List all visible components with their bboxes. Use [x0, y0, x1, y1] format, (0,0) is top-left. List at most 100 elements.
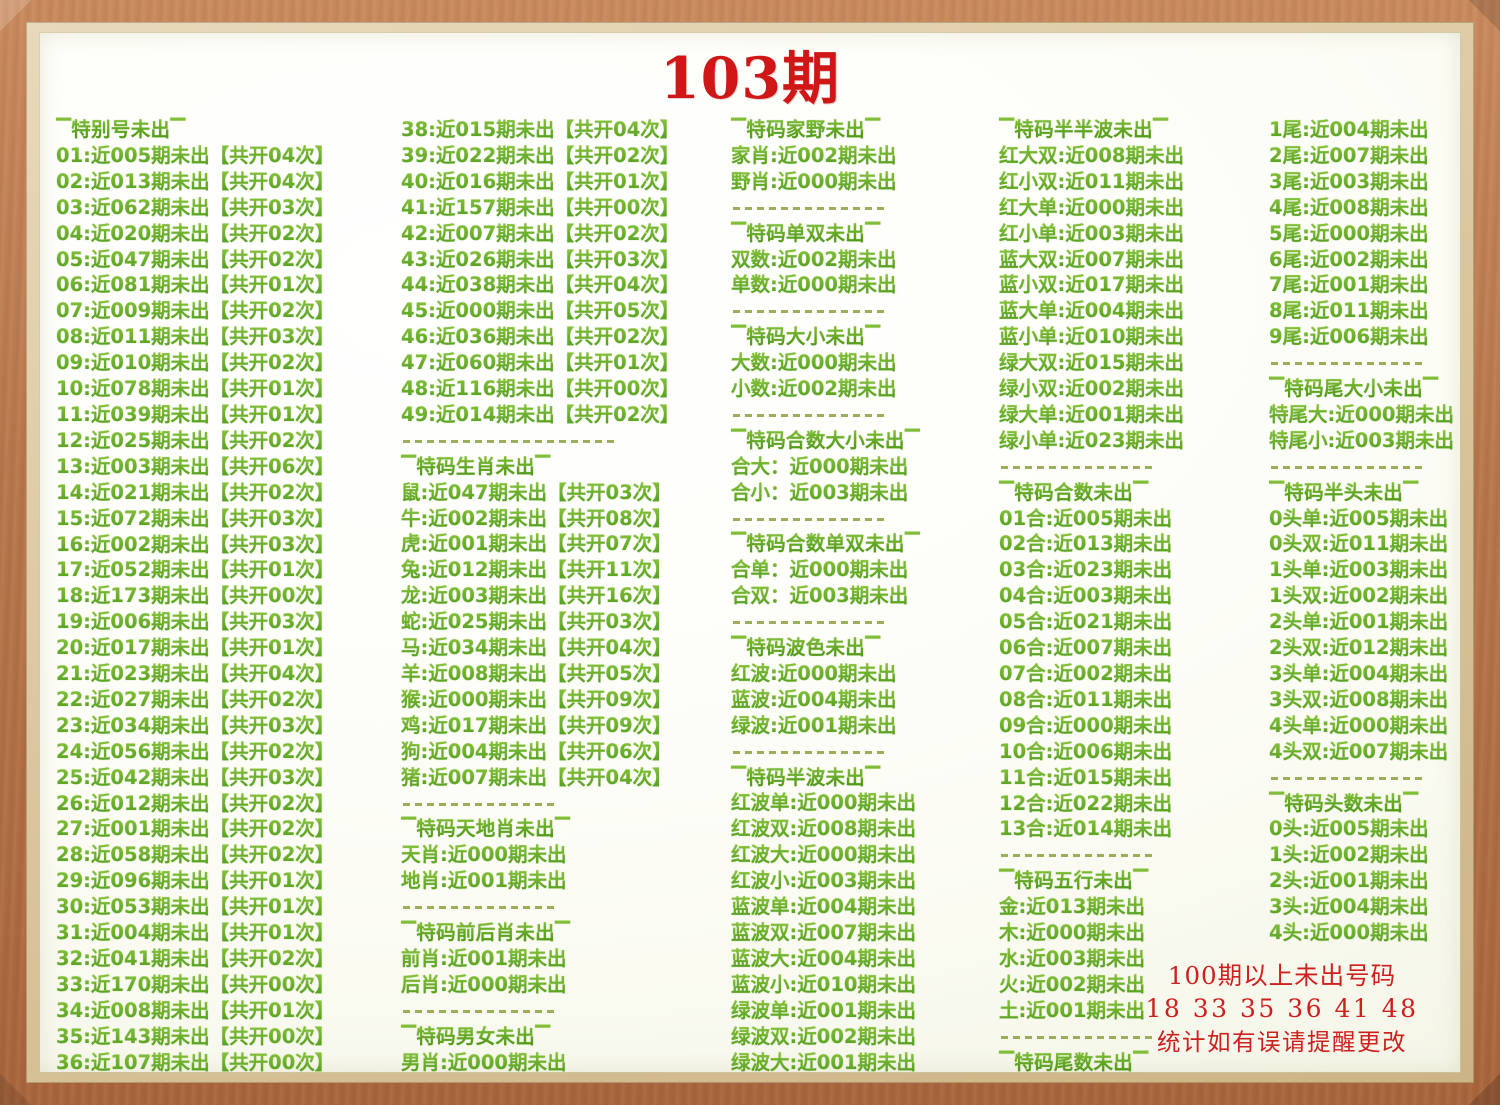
list-item: 绿大单:近001期未出: [999, 402, 1269, 428]
list-item: 红小单:近003期未出: [999, 221, 1269, 247]
list-item: 4头单:近000期未出: [1269, 713, 1460, 739]
list-item: 5尾:近000期未出: [1269, 221, 1460, 247]
list-item: 猴:近000期未出【共开09次】: [401, 687, 731, 713]
list-item: 绿波:近001期未出: [731, 713, 999, 739]
section-header-nannv: ▔特码男女未出▔: [401, 1024, 731, 1050]
list-item: 羊:近008期未出【共开05次】: [401, 661, 731, 687]
list-item: 1头单:近003期未出: [1269, 557, 1460, 583]
list-item: 44:近038期未出【共开04次】: [401, 272, 731, 298]
divider: [1269, 765, 1460, 791]
list-item: 3头:近004期未出: [1269, 894, 1460, 920]
divider: [999, 842, 1269, 868]
footer-line-1: 100期以上未出号码: [1167, 961, 1397, 990]
list-item: 0头:近005期未出: [1269, 816, 1460, 842]
list-item: 38:近015期未出【共开04次】: [401, 117, 731, 143]
list-item: 6尾:近002期未出: [1269, 247, 1460, 273]
list-item: 09合:近000期未出: [999, 713, 1269, 739]
list-item: 13合:近014期未出: [999, 816, 1269, 842]
list-item: 男肖:近000期未出: [401, 1050, 731, 1072]
list-item: 02合:近013期未出: [999, 531, 1269, 557]
list-item: 小数:近002期未出: [731, 376, 999, 402]
section-header-bose: ▔特码波色未出▔: [731, 635, 999, 661]
list-item: 大数:近000期未出: [731, 350, 999, 376]
list-item: 2头单:近001期未出: [1269, 609, 1460, 635]
list-item: 03合:近023期未出: [999, 557, 1269, 583]
list-item: 牛:近002期未出【共开08次】: [401, 506, 731, 532]
list-item: 14:近021期未出【共开02次】: [56, 480, 401, 506]
list-item: 15:近072期未出【共开03次】: [56, 506, 401, 532]
list-item: 特尾小:近003期未出: [1269, 428, 1460, 454]
section-header-wei-daxiao: ▔特码尾大小未出▔: [1269, 376, 1460, 402]
list-item: 17:近052期未出【共开01次】: [56, 557, 401, 583]
list-item: 36:近107期未出【共开00次】: [56, 1050, 401, 1072]
list-item: 双数:近002期未出: [731, 247, 999, 273]
list-item: 20:近017期未出【共开01次】: [56, 635, 401, 661]
tail-list-continued: 1尾:近004期未出 2尾:近007期未出 3尾:近003期未出 4尾:近008…: [1269, 117, 1460, 350]
divider: [731, 195, 999, 221]
divider: [999, 1024, 1269, 1050]
list-item: 04:近020期未出【共开02次】: [56, 221, 401, 247]
list-item: 红大单:近000期未出: [999, 195, 1269, 221]
list-item: 43:近026期未出【共开03次】: [401, 247, 731, 273]
divider: [401, 998, 731, 1024]
list-item: 13:近003期未出【共开06次】: [56, 454, 401, 480]
list-item: 蓝大单:近004期未出: [999, 298, 1269, 324]
footer-numbers: 18 33 35 36 41 48: [1145, 994, 1419, 1023]
divider: [401, 894, 731, 920]
list-item: 红大双:近008期未出: [999, 143, 1269, 169]
divider: [1269, 350, 1460, 376]
section-header-jiaye: ▔特码家野未出▔: [731, 117, 999, 143]
list-item: 11:近039期未出【共开01次】: [56, 402, 401, 428]
section-header-tiandi: ▔特码天地肖未出▔: [401, 816, 731, 842]
list-item: 2头:近001期未出: [1269, 868, 1460, 894]
list-item: 28:近058期未出【共开02次】: [56, 842, 401, 868]
list-item: 31:近004期未出【共开01次】: [56, 920, 401, 946]
list-item: 08合:近011期未出: [999, 687, 1269, 713]
list-item: 地肖:近001期未出: [401, 868, 731, 894]
list-item: 绿小单:近023期未出: [999, 428, 1269, 454]
list-item: 天肖:近000期未出: [401, 842, 731, 868]
list-item: 金:近013期未出: [999, 894, 1269, 920]
list-item: 绿大双:近015期未出: [999, 350, 1269, 376]
section-header-danshuang: ▔特码单双未出▔: [731, 221, 999, 247]
list-item: 46:近036期未出【共开02次】: [401, 324, 731, 350]
list-item: 12:近025期未出【共开02次】: [56, 428, 401, 454]
section-header-special: ▔特别号未出▔: [56, 117, 401, 143]
list-item: 49:近014期未出【共开02次】: [401, 402, 731, 428]
column-special-numbers: ▔特别号未出▔ 01:近005期未出【共开04次】 02:近013期未出【共开0…: [56, 117, 401, 1072]
list-item: 合小：近003期未出: [731, 480, 999, 506]
divider: [401, 791, 731, 817]
list-item: 水:近003期未出: [999, 946, 1269, 972]
list-item: 41:近157期未出【共开00次】: [401, 195, 731, 221]
list-item: 0头双:近011期未出: [1269, 531, 1460, 557]
list-item: 34:近008期未出【共开01次】: [56, 998, 401, 1024]
section-header-banbo: ▔特码半波未出▔: [731, 765, 999, 791]
list-item: 绿波单:近001期未出: [731, 998, 999, 1024]
list-item: 01:近005期未出【共开04次】: [56, 143, 401, 169]
list-item: 3头双:近008期未出: [1269, 687, 1460, 713]
section-header-daxiao: ▔特码大小未出▔: [731, 324, 999, 350]
list-item: 25:近042期未出【共开03次】: [56, 765, 401, 791]
list-item: 蓝小单:近010期未出: [999, 324, 1269, 350]
list-item: 3头单:近004期未出: [1269, 661, 1460, 687]
list-item: 1尾:近004期未出: [1269, 117, 1460, 143]
paper-sheet: 103期 ▔特别号未出▔ 01:近005期未出【共开04次】 02:近013期未…: [40, 33, 1460, 1072]
section-header-qianhou: ▔特码前后肖未出▔: [401, 920, 731, 946]
list-item: 狗:近004期未出【共开06次】: [401, 739, 731, 765]
list-item: 鼠:近047期未出【共开03次】: [401, 480, 731, 506]
list-item: 兔:近012期未出【共开11次】: [401, 557, 731, 583]
column-tails-heads: 1尾:近004期未出 2尾:近007期未出 3尾:近003期未出 4尾:近008…: [1269, 117, 1460, 946]
list-item: 16:近002期未出【共开03次】: [56, 532, 401, 558]
list-item: 蓝波大:近004期未出: [731, 946, 999, 972]
special-number-list: 01:近005期未出【共开04次】 02:近013期未出【共开04次】 03:近…: [56, 143, 401, 1072]
list-item: 29:近096期未出【共开01次】: [56, 868, 401, 894]
list-item: 47:近060期未出【共开01次】: [401, 350, 731, 376]
list-item: 蛇:近025期未出【共开03次】: [401, 609, 731, 635]
section-header-banbanbo: ▔特码半半波未出▔: [999, 117, 1269, 143]
list-item: 7尾:近001期未出: [1269, 272, 1460, 298]
list-item: 红小双:近011期未出: [999, 169, 1269, 195]
list-item: 06合:近007期未出: [999, 635, 1269, 661]
list-item: 45:近000期未出【共开05次】: [401, 298, 731, 324]
list-item: 蓝小双:近017期未出: [999, 272, 1269, 298]
list-item: 合单：近000期未出: [731, 557, 999, 583]
